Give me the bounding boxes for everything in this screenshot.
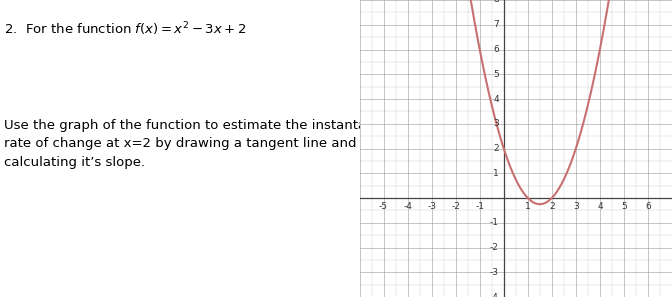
- Text: 3: 3: [573, 203, 579, 211]
- Text: Use the graph of the function to estimate the instantaneous
rate of change at x=: Use the graph of the function to estimat…: [3, 119, 406, 169]
- Text: -4: -4: [490, 293, 499, 297]
- Text: 5: 5: [621, 203, 627, 211]
- Text: -2: -2: [490, 243, 499, 252]
- Text: -2: -2: [451, 203, 460, 211]
- Text: -1: -1: [490, 218, 499, 227]
- Text: 3: 3: [493, 119, 499, 128]
- Text: 6: 6: [645, 203, 651, 211]
- Text: 6: 6: [493, 45, 499, 54]
- Text: 8: 8: [493, 0, 499, 4]
- Text: 5: 5: [493, 70, 499, 79]
- Text: 4: 4: [597, 203, 603, 211]
- Text: -4: -4: [403, 203, 412, 211]
- Text: -5: -5: [379, 203, 388, 211]
- Text: 1: 1: [493, 169, 499, 178]
- Text: 1: 1: [525, 203, 531, 211]
- Text: 2: 2: [493, 144, 499, 153]
- Text: 2: 2: [549, 203, 554, 211]
- Text: 2.  For the function $f(x) = x^2 - 3x + 2$: 2. For the function $f(x) = x^2 - 3x + 2…: [3, 21, 246, 38]
- Text: -3: -3: [490, 268, 499, 277]
- Text: -1: -1: [475, 203, 485, 211]
- Text: -3: -3: [427, 203, 436, 211]
- Text: 4: 4: [493, 94, 499, 103]
- Text: 7: 7: [493, 20, 499, 29]
